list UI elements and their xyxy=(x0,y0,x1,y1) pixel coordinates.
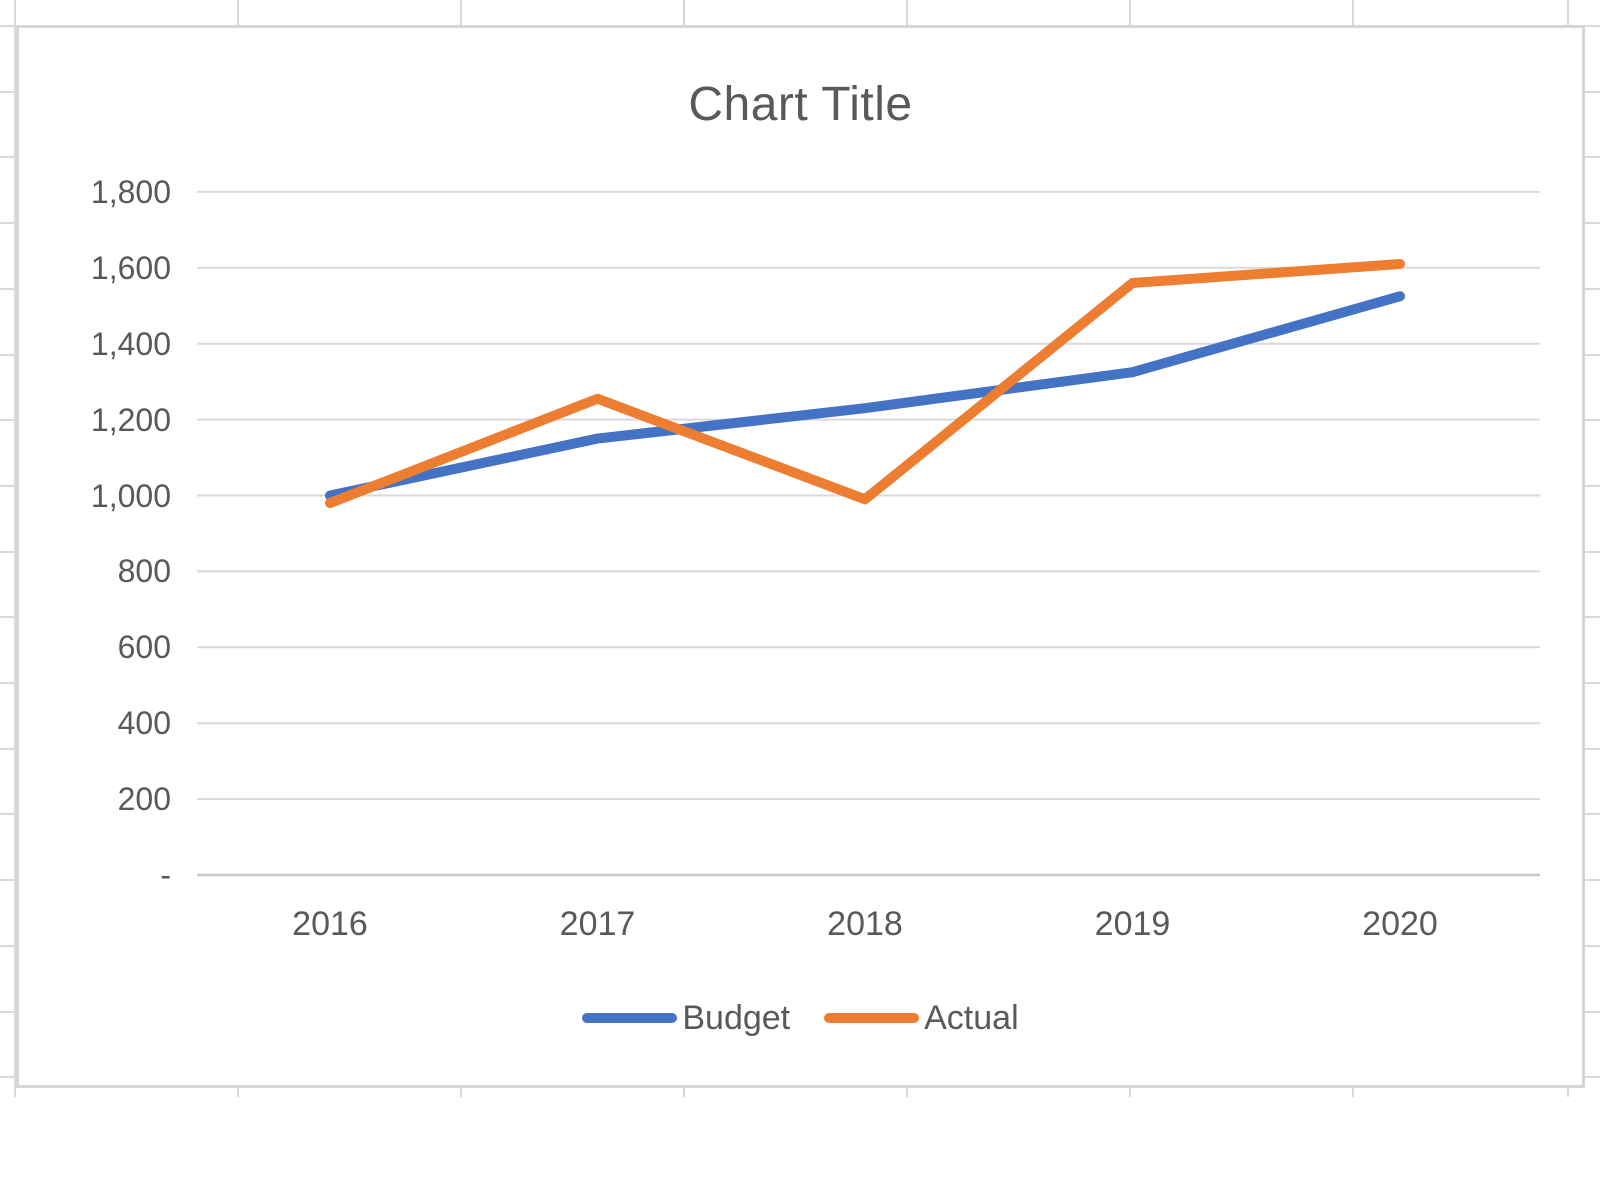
y-axis-tick-label: 800 xyxy=(117,553,171,590)
series-line-budget[interactable] xyxy=(325,291,1405,501)
plot-area[interactable] xyxy=(16,25,1585,1088)
sheet-gridline xyxy=(0,1010,16,1013)
sheet-gridline xyxy=(0,682,16,684)
y-axis-tick-label: 200 xyxy=(117,781,171,818)
sheet-gridline xyxy=(0,90,16,93)
chart-title[interactable]: Chart Title xyxy=(688,78,913,131)
y-axis-tick-label: 1,800 xyxy=(90,173,171,210)
sheet-gridline xyxy=(1585,550,1600,553)
sheet-gridline xyxy=(14,0,16,1097)
sheet-gridline xyxy=(0,550,16,553)
y-axis-tick-label: 1,200 xyxy=(90,401,171,438)
sheet-gridline xyxy=(906,0,908,25)
chart-area[interactable]: Chart Title - 200 400 600 800 1,000 1,200 1,400… xyxy=(16,25,1585,1088)
sheet-gridline xyxy=(1585,1076,1600,1079)
sheet-gridline xyxy=(1585,287,1600,290)
legend[interactable]: Budget Actual xyxy=(19,994,1582,1042)
sheet-gridline xyxy=(237,0,239,25)
sheet-gridline xyxy=(1567,1088,1569,1097)
sheet-gridline xyxy=(1585,156,1600,159)
sheet-gridline xyxy=(0,287,16,290)
y-axis-tick-label: 1,400 xyxy=(90,325,171,362)
y-axis-tick-label: 1,000 xyxy=(90,477,171,514)
legend-item-budget[interactable]: Budget xyxy=(582,999,790,1038)
series-line-actual[interactable] xyxy=(325,259,1405,509)
sheet-gridline xyxy=(0,484,16,487)
y-axis-tick-label: 600 xyxy=(117,629,171,666)
sheet-gridline xyxy=(0,353,16,356)
sheet-gridline xyxy=(0,616,16,619)
x-axis-tick-label: 2017 xyxy=(559,905,636,943)
sheet-gridline xyxy=(1129,1088,1131,1097)
sheet-gridline xyxy=(0,944,16,947)
sheet-gridline xyxy=(1129,0,1131,25)
sheet-gridline xyxy=(1585,90,1600,93)
sheet-gridline xyxy=(683,0,685,25)
sheet-gridline xyxy=(1585,944,1600,947)
sheet-gridline xyxy=(1585,419,1600,422)
legend-label: Budget xyxy=(682,998,791,1037)
x-axis-tick-label: 2018 xyxy=(827,905,903,943)
sheet-gridline xyxy=(683,1088,685,1097)
x-axis-tick-label: 2016 xyxy=(292,905,368,943)
x-axis-tick-label: 2019 xyxy=(1094,905,1171,943)
sheet-gridline xyxy=(1585,616,1600,619)
sheet-gridline xyxy=(1585,879,1600,882)
sheet-gridline xyxy=(0,747,16,750)
sheet-gridline xyxy=(0,1076,16,1079)
y-axis-tick-label: 1,600 xyxy=(90,249,171,286)
sheet-gridline xyxy=(1585,682,1600,684)
sheet-gridline xyxy=(0,419,16,422)
legend-label: Actual xyxy=(924,998,1019,1037)
sheet-gridline xyxy=(906,1088,908,1097)
sheet-gridline xyxy=(460,0,462,25)
sheet-gridline xyxy=(1585,353,1600,356)
sheet-gridline xyxy=(1585,25,1600,27)
sheet-gridline xyxy=(0,813,16,816)
sheet-gridline xyxy=(1585,747,1600,750)
legend-swatch-budget xyxy=(582,1013,678,1023)
sheet-gridline xyxy=(1567,0,1569,25)
sheet-gridline xyxy=(1585,222,1600,225)
y-axis-tick-label: 400 xyxy=(117,705,171,742)
sheet-gridline xyxy=(1352,1088,1354,1097)
sheet-gridline xyxy=(0,156,16,159)
sheet-gridline xyxy=(1585,813,1600,816)
sheet-gridline xyxy=(0,222,16,225)
sheet-gridline xyxy=(0,879,16,882)
sheet-gridline xyxy=(237,1088,239,1097)
sheet-gridline xyxy=(460,1088,462,1097)
y-axis-tick-label: - xyxy=(160,857,171,893)
sheet-gridline xyxy=(1585,484,1600,487)
sheet-gridline xyxy=(1585,1010,1600,1013)
legend-swatch-actual xyxy=(824,1013,920,1023)
x-axis-tick-label: 2020 xyxy=(1362,905,1438,943)
sheet-gridline xyxy=(1352,0,1354,25)
legend-item-actual[interactable]: Actual xyxy=(824,999,1019,1038)
sheet-gridline xyxy=(0,25,16,27)
